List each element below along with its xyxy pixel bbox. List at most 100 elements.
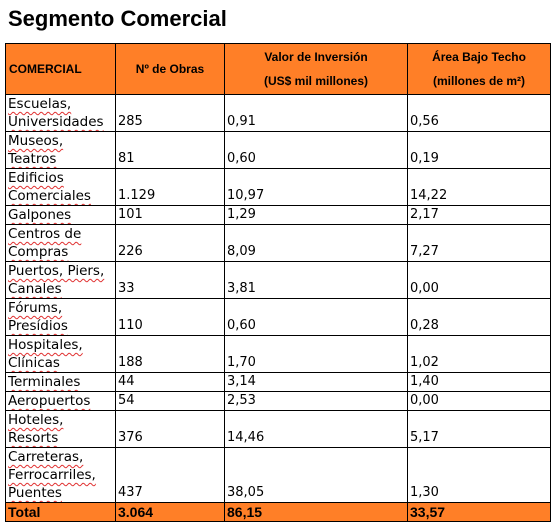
header-count: Nº de Obras <box>115 43 225 95</box>
row-area: 2,17 <box>407 205 551 225</box>
table-header: COMERCIAL Nº de Obras Valor de Inversión… <box>5 43 551 95</box>
row-investment: 1,70 <box>224 335 408 373</box>
total-area: 33,57 <box>407 502 551 522</box>
total-label: Total <box>5 502 116 522</box>
row-count: 33 <box>115 261 225 299</box>
header-investment-unit: (US$ mil millones) <box>263 74 369 88</box>
total-count: 3.064 <box>115 502 225 522</box>
row-category-line: Carreteras, <box>8 449 84 465</box>
row-category-line: Universidades <box>8 114 104 130</box>
row-investment: 38,05 <box>224 447 408 503</box>
row-category: Galpones <box>5 205 116 225</box>
header-area-unit: (millones de m²) <box>432 74 525 88</box>
row-category-line: Edificios <box>8 170 64 186</box>
row-area: 0,56 <box>407 94 551 132</box>
row-category-line: Puentes <box>8 485 62 501</box>
row-count: 226 <box>115 224 225 262</box>
row-category: Aeropuertos <box>5 391 116 411</box>
row-area: 5,17 <box>407 410 551 448</box>
row-category-line: Canales <box>8 281 62 297</box>
row-category-line: Terminales <box>8 374 81 390</box>
table-row: Aeropuertos 54 2,53 0,00 <box>5 391 551 411</box>
table-row: Edificios Comerciales 1.129 10,97 14,22 <box>5 168 551 206</box>
row-category: Centros de Compras <box>5 224 116 262</box>
row-category-line: Compras <box>8 244 69 260</box>
row-category: Edificios Comerciales <box>5 168 116 206</box>
row-count: 188 <box>115 335 225 373</box>
total-investment: 86,15 <box>224 502 408 522</box>
header-area-label: Área Bajo Techo <box>432 50 526 64</box>
row-count: 44 <box>115 372 225 392</box>
table-row: Hospitales, Clínicas 188 1,70 1,02 <box>5 335 551 373</box>
row-area: 0,28 <box>407 298 551 336</box>
table-row: Escuelas, Universidades 285 0,91 0,56 <box>5 94 551 132</box>
row-category-line: Teatros <box>8 151 57 167</box>
table-row: Carreteras, Ferrocarriles, Puentes 437 38,05… <box>5 447 551 503</box>
table-row: Centros de Compras 226 8,09 7,27 <box>5 224 551 262</box>
page-title: Segmento Comercial <box>8 6 227 31</box>
row-count: 81 <box>115 131 225 169</box>
row-category: Museos, Teatros <box>5 131 116 169</box>
row-investment: 0,60 <box>224 131 408 169</box>
row-category-line: Puertos, Piers, <box>8 263 105 279</box>
table-row: Hoteles, Resorts 376 14,46 5,17 <box>5 410 551 448</box>
row-investment: 0,91 <box>224 94 408 132</box>
row-category-line: Museos, <box>8 133 64 149</box>
row-category-line: Resorts <box>8 430 59 446</box>
row-investment: 14,46 <box>224 410 408 448</box>
row-category-line: Comerciales <box>8 188 91 204</box>
row-investment: 10,97 <box>224 168 408 206</box>
header-category: COMERCIAL <box>5 43 116 95</box>
row-category-line: Escuelas, <box>8 96 72 112</box>
row-category: Fórums, Presídios <box>5 298 116 336</box>
table-row: Galpones 101 1,29 2,17 <box>5 205 551 225</box>
row-area: 0,00 <box>407 261 551 299</box>
row-category: Carreteras, Ferrocarriles, Puentes <box>5 447 116 503</box>
row-area: 1,30 <box>407 447 551 503</box>
commercial-segment-table: COMERCIAL Nº de Obras Valor de Inversión… <box>5 43 551 522</box>
row-category-line: Presídios <box>8 318 68 334</box>
table-row: Museos, Teatros 81 0,60 0,19 <box>5 131 551 169</box>
row-area: 14,22 <box>407 168 551 206</box>
row-count: 376 <box>115 410 225 448</box>
row-category-line: Centros de <box>8 226 82 242</box>
row-investment: 0,60 <box>224 298 408 336</box>
header-area: Área Bajo Techo (millones de m²) <box>407 43 551 95</box>
row-investment: 1,29 <box>224 205 408 225</box>
table-row: Terminales 44 3,14 1,40 <box>5 372 551 392</box>
header-row: COMERCIAL Nº de Obras Valor de Inversión… <box>5 43 551 95</box>
row-count: 101 <box>115 205 225 225</box>
row-category-line: Clínicas <box>8 355 60 371</box>
row-count: 110 <box>115 298 225 336</box>
row-category-line: Hoteles, <box>8 412 64 428</box>
row-investment: 3,81 <box>224 261 408 299</box>
row-count: 1.129 <box>115 168 225 206</box>
row-category: Hospitales, Clínicas <box>5 335 116 373</box>
row-category: Escuelas, Universidades <box>5 94 116 132</box>
row-count: 437 <box>115 447 225 503</box>
row-area: 1,02 <box>407 335 551 373</box>
table-body: Escuelas, Universidades 285 0,91 0,56 Museos,… <box>5 94 551 503</box>
row-area: 0,19 <box>407 131 551 169</box>
row-area: 0,00 <box>407 391 551 411</box>
table-row: Puertos, Piers, Canales 33 3,81 0,00 <box>5 261 551 299</box>
row-count: 285 <box>115 94 225 132</box>
row-category: Hoteles, Resorts <box>5 410 116 448</box>
row-area: 7,27 <box>407 224 551 262</box>
row-investment: 8,09 <box>224 224 408 262</box>
total-row: Total 3.064 86,15 33,57 <box>5 502 551 522</box>
row-investment: 2,53 <box>224 391 408 411</box>
row-category-line: Aeropuertos <box>8 393 91 409</box>
row-category-line: Fórums, <box>8 300 63 316</box>
table-footer: Total 3.064 86,15 33,57 <box>5 502 551 522</box>
row-count: 54 <box>115 391 225 411</box>
row-investment: 3,14 <box>224 372 408 392</box>
header-investment: Valor de Inversión (US$ mil millones) <box>224 43 408 95</box>
row-category: Puertos, Piers, Canales <box>5 261 116 299</box>
row-category-line: Hospitales, <box>8 337 83 353</box>
row-category-line: Galpones <box>8 207 72 223</box>
row-category: Terminales <box>5 372 116 392</box>
row-area: 1,40 <box>407 372 551 392</box>
table-row: Fórums, Presídios 110 0,60 0,28 <box>5 298 551 336</box>
row-category-line: Ferrocarriles, <box>8 467 96 483</box>
